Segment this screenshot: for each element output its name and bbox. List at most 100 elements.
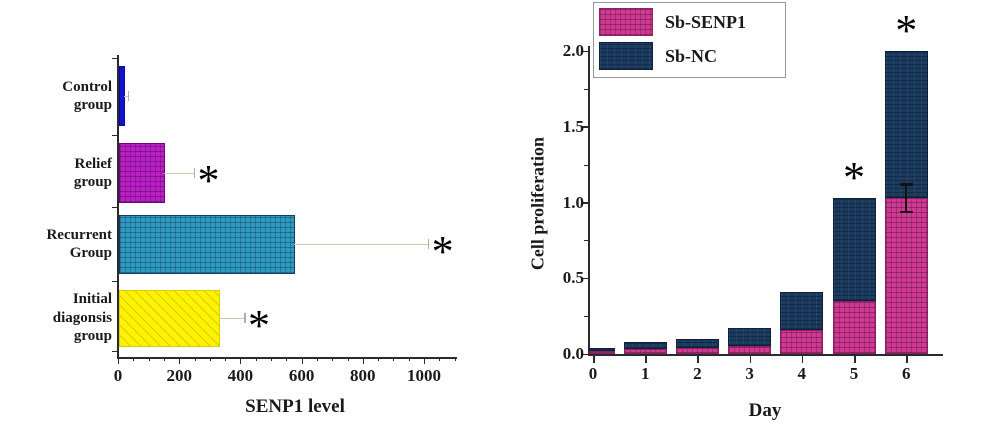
x-axis-minor-tick — [347, 357, 349, 361]
x-axis-tick-label: 1000 — [407, 366, 441, 385]
y-axis-line — [588, 46, 590, 356]
proliferation-y-axis-label: Cell proliferation — [527, 136, 548, 271]
y-axis-category-tick — [112, 58, 117, 59]
x-axis-tick-label: 1 — [640, 364, 650, 383]
legend-item-sb-nc: Sb-NC — [599, 42, 777, 70]
legend: Sb-SENP1 Sb-NC — [593, 2, 786, 78]
x-axis-tick-label: 0 — [113, 366, 123, 385]
error-bar-cap — [427, 239, 430, 249]
y-axis-tick-label: 1.5 — [562, 116, 584, 136]
x-axis-tick-label: 5 — [849, 364, 859, 383]
category-label: Initial diagonsis group — [52, 291, 112, 344]
x-axis-major-tick — [854, 356, 856, 363]
category-label: Relief group — [73, 155, 112, 190]
y-axis-tick-label: 1.0 — [562, 192, 584, 212]
y-axis-category-tick — [112, 281, 117, 282]
legend-item-sb-senp1: Sb-SENP1 — [599, 8, 777, 36]
x-axis-minor-tick — [378, 357, 380, 361]
significance-asterisk: * — [431, 227, 454, 276]
error-bar-cap — [127, 91, 130, 101]
x-axis-tick-label: 2 — [693, 364, 702, 383]
bar-day6-sb-senp1 — [884, 197, 928, 354]
error-bar-line — [218, 317, 245, 319]
day6-error-bar-line — [904, 184, 908, 212]
x-axis-minor-tick — [133, 357, 135, 361]
x-axis-major-tick — [118, 357, 119, 364]
legend-label-sb-nc: Sb-NC — [665, 45, 718, 66]
bar-day3-sb-nc — [728, 328, 772, 347]
y-axis-major-tick — [581, 202, 588, 204]
error-bar-line — [163, 172, 195, 174]
significance-asterisk: * — [843, 152, 865, 202]
x-axis-minor-tick — [316, 357, 318, 361]
legend-label-sb-senp1: Sb-SENP1 — [665, 11, 747, 32]
y-axis-minor-tick — [584, 88, 588, 90]
day6-error-bar-top-cap — [899, 183, 913, 186]
x-axis-minor-tick — [209, 357, 211, 361]
x-axis-tick-label: 0 — [588, 364, 598, 383]
x-axis-tick-label: 4 — [797, 364, 807, 383]
y-axis-major-tick — [581, 353, 588, 355]
x-axis-minor-tick — [393, 357, 395, 361]
bar-day6-sb-nc — [884, 51, 928, 198]
x-axis-major-tick — [301, 357, 303, 364]
bar-day4-sb-senp1 — [780, 329, 824, 354]
error-bar-cap — [193, 168, 196, 178]
x-axis-minor-tick — [286, 357, 288, 361]
y-axis-major-tick — [581, 277, 588, 280]
x-axis-tick-label: 800 — [350, 366, 376, 385]
bar-day2-sb-nc — [675, 338, 719, 348]
y-axis-tick-label: 2.0 — [562, 41, 584, 60]
x-axis-tick-label: 6 — [901, 364, 911, 383]
category-label: Recurrent Group — [46, 226, 112, 261]
bar-day2-sb-senp1 — [675, 347, 719, 354]
y-axis-major-tick — [581, 126, 588, 128]
x-axis-minor-tick — [454, 357, 456, 361]
cell-proliferation-chart: 0.0 0.5 1.0 1.5 2.0 0 1 2 3 4 5 * 6 * Sb-SENP1 Sb-NC … — [500, 0, 1000, 434]
bar-day1-sb-nc — [623, 341, 667, 350]
x-axis-tick-label: 400 — [227, 366, 254, 385]
bar-day3-sb-senp1 — [728, 346, 772, 354]
x-axis-tick-label: 3 — [745, 364, 754, 383]
x-axis-major-tick — [593, 356, 595, 363]
y-axis-category-tick — [112, 207, 117, 208]
x-axis-minor-tick — [332, 357, 334, 361]
significance-asterisk: * — [895, 6, 918, 55]
x-axis-minor-tick — [163, 357, 165, 361]
bar-day4-sb-nc — [780, 291, 824, 330]
x-axis-minor-tick — [271, 357, 272, 361]
x-axis-minor-tick — [439, 357, 441, 361]
bar-relief-group — [119, 143, 165, 203]
bar-day0-sb-senp1 — [589, 350, 615, 354]
x-axis-major-tick — [906, 356, 908, 363]
y-axis-minor-tick — [584, 164, 588, 166]
x-axis-minor-tick — [194, 357, 196, 361]
x-axis-tick-label: 600 — [288, 366, 315, 385]
y-axis-tick-label: 0.5 — [562, 268, 584, 288]
y-axis-line — [117, 55, 119, 357]
x-axis-major-tick — [179, 357, 181, 364]
x-axis-major-tick — [424, 357, 425, 364]
x-axis-major-tick — [240, 357, 242, 364]
x-axis-major-tick — [749, 356, 752, 363]
significance-asterisk: * — [247, 301, 270, 350]
y-axis-minor-tick — [584, 240, 588, 242]
y-axis-tick-label: 0.0 — [562, 344, 584, 363]
x-axis-minor-tick — [225, 357, 227, 361]
significance-asterisk: * — [197, 156, 220, 205]
x-axis-minor-tick — [148, 357, 150, 361]
y-axis-category-tick — [112, 135, 117, 136]
x-axis-major-tick — [697, 356, 699, 363]
x-axis-minor-tick — [408, 357, 410, 361]
x-axis-major-tick — [362, 357, 364, 364]
sb-senp1-swatch — [599, 8, 653, 36]
error-bar-cap — [244, 313, 246, 323]
error-bar-line — [293, 243, 429, 245]
y-axis-category-tick — [112, 351, 117, 352]
proliferation-x-axis-label: Day — [748, 400, 782, 421]
senp1-level-chart: 0 200 400 600 800 1000 Control group * Relief grou… — [46, 55, 457, 417]
x-axis-tick-label: 200 — [166, 366, 192, 385]
bar-day5-sb-nc — [832, 197, 876, 301]
y-axis-major-tick — [581, 50, 588, 52]
sb-nc-swatch — [599, 42, 653, 70]
